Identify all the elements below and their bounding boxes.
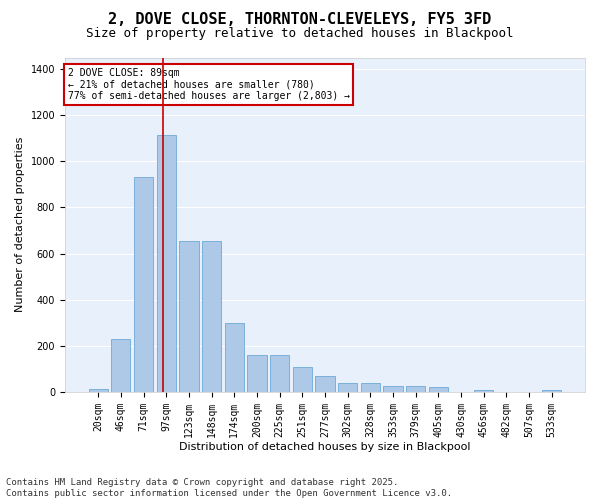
Bar — [247, 355, 266, 392]
Bar — [270, 355, 289, 392]
Text: 2, DOVE CLOSE, THORNTON-CLEVELEYS, FY5 3FD: 2, DOVE CLOSE, THORNTON-CLEVELEYS, FY5 3… — [109, 12, 491, 28]
X-axis label: Distribution of detached houses by size in Blackpool: Distribution of detached houses by size … — [179, 442, 471, 452]
Y-axis label: Number of detached properties: Number of detached properties — [15, 137, 25, 312]
Bar — [157, 135, 176, 392]
Text: Size of property relative to detached houses in Blackpool: Size of property relative to detached ho… — [86, 28, 514, 40]
Bar — [293, 366, 312, 392]
Bar — [428, 388, 448, 392]
Text: Contains HM Land Registry data © Crown copyright and database right 2025.
Contai: Contains HM Land Registry data © Crown c… — [6, 478, 452, 498]
Bar — [89, 388, 108, 392]
Text: 2 DOVE CLOSE: 89sqm
← 21% of detached houses are smaller (780)
77% of semi-detac: 2 DOVE CLOSE: 89sqm ← 21% of detached ho… — [68, 68, 350, 100]
Bar — [179, 241, 199, 392]
Bar — [542, 390, 562, 392]
Bar — [134, 178, 153, 392]
Bar — [202, 241, 221, 392]
Bar — [316, 376, 335, 392]
Bar — [111, 339, 130, 392]
Bar — [224, 323, 244, 392]
Bar — [474, 390, 493, 392]
Bar — [406, 386, 425, 392]
Bar — [361, 382, 380, 392]
Bar — [383, 386, 403, 392]
Bar — [338, 382, 357, 392]
